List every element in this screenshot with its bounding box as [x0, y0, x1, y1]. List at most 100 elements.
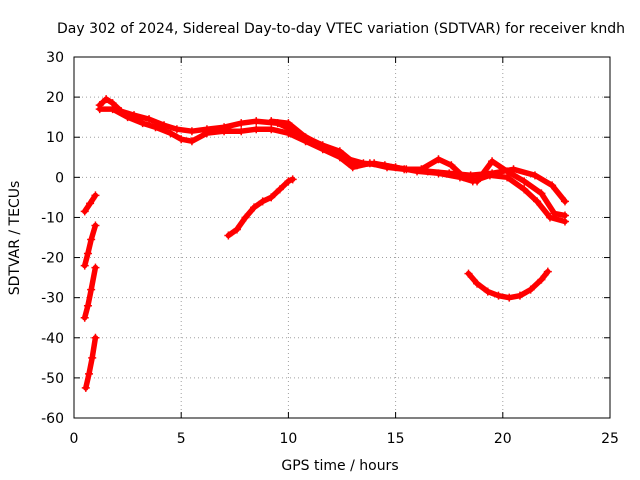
data-point: [187, 127, 196, 136]
data-point: [232, 225, 241, 234]
data-point: [537, 275, 546, 284]
x-tick-label: 10: [279, 431, 297, 447]
data-point: [483, 287, 492, 296]
data-point: [267, 117, 276, 126]
data-point: [91, 191, 100, 200]
data-point: [87, 285, 96, 294]
series-line-arc-rising: [225, 176, 296, 239]
data-point: [166, 129, 175, 138]
data-point: [284, 177, 293, 186]
series-line-arc-bowl: [465, 268, 551, 301]
data-point: [138, 119, 147, 128]
data-point: [102, 95, 111, 104]
data-point: [318, 141, 327, 150]
x-tick-label: 0: [70, 431, 79, 447]
data-point: [81, 383, 90, 392]
data-point: [241, 213, 250, 222]
y-tick-label: -40: [41, 331, 64, 347]
data-point: [91, 263, 100, 272]
data-point: [237, 119, 246, 128]
data-point: [520, 185, 529, 194]
chart-title: Day 302 of 2024, Sidereal Day-to-day VTE…: [57, 21, 625, 37]
data-point: [413, 167, 422, 176]
y-tick-label: 10: [46, 130, 64, 146]
data-point: [520, 177, 529, 186]
series-line-arc-left-3: [81, 264, 99, 321]
data-point: [267, 125, 276, 134]
axis-ticks: 0 5 10 15 20 25 -60 -50 -40 -30 -20 -10 0 10 20 30: [41, 50, 619, 447]
data-point: [80, 313, 89, 322]
data-point: [434, 169, 443, 178]
data-point: [258, 197, 267, 206]
data-point: [252, 125, 261, 134]
x-tick-label: 20: [494, 431, 512, 447]
data-point: [537, 189, 546, 198]
data-point: [335, 147, 344, 156]
data-point: [267, 193, 276, 202]
data-point: [85, 369, 94, 378]
data-point: [80, 261, 89, 270]
data-point: [187, 137, 196, 146]
data-point: [473, 279, 482, 288]
y-tick-label: 0: [55, 170, 64, 186]
data-point: [353, 161, 362, 170]
data-point: [560, 217, 569, 226]
y-tick-label: 30: [46, 50, 64, 66]
data-point: [526, 285, 535, 294]
series-line-arc-main-third: [268, 118, 568, 225]
y-tick-label: -50: [41, 371, 64, 387]
data-point: [275, 185, 284, 194]
data-point: [370, 159, 379, 168]
data-point: [530, 171, 539, 180]
data-point: [548, 181, 557, 190]
y-tick-label: -20: [41, 251, 64, 267]
y-tick-label: 20: [46, 90, 64, 106]
data-point: [250, 203, 259, 212]
data-point: [515, 291, 524, 300]
data-point: [151, 123, 160, 132]
data-point: [505, 293, 514, 302]
y-tick-label: -30: [41, 291, 64, 307]
data-point: [252, 117, 261, 126]
data-point: [108, 105, 117, 114]
data-point: [83, 301, 92, 310]
data-point: [494, 291, 503, 300]
data-point: [485, 171, 494, 180]
data-point: [284, 129, 293, 138]
data-point: [145, 115, 154, 124]
data-point: [503, 173, 512, 182]
data-point: [434, 155, 443, 164]
data-point: [86, 199, 95, 208]
data-point: [391, 163, 400, 172]
y-tick-label: -10: [41, 210, 64, 226]
data-series: [80, 95, 569, 392]
data-point: [545, 213, 554, 222]
plot-frame: [73, 56, 611, 419]
data-point: [172, 125, 181, 134]
series-line-arc-left-4: [83, 335, 99, 391]
series-line-arc-left-2: [81, 222, 99, 269]
grid-lines: [74, 57, 610, 418]
data-point: [224, 231, 233, 240]
x-tick-label: 5: [177, 431, 186, 447]
data-point: [91, 221, 100, 230]
data-point: [284, 119, 293, 128]
data-point: [560, 197, 569, 206]
x-tick-label: 25: [601, 431, 619, 447]
data-point: [468, 177, 477, 186]
x-axis-label: GPS time / hours: [281, 458, 398, 474]
data-point: [488, 157, 497, 166]
data-point: [288, 175, 297, 184]
data-point: [533, 197, 542, 206]
data-point: [220, 127, 229, 136]
data-point: [455, 173, 464, 182]
data-point: [123, 113, 132, 122]
data-point: [464, 269, 473, 278]
x-tick-label: 15: [387, 431, 405, 447]
data-point: [87, 235, 96, 244]
data-point: [95, 105, 104, 114]
data-point: [91, 333, 100, 342]
y-tick-label: -60: [41, 411, 64, 427]
data-point: [88, 353, 97, 362]
